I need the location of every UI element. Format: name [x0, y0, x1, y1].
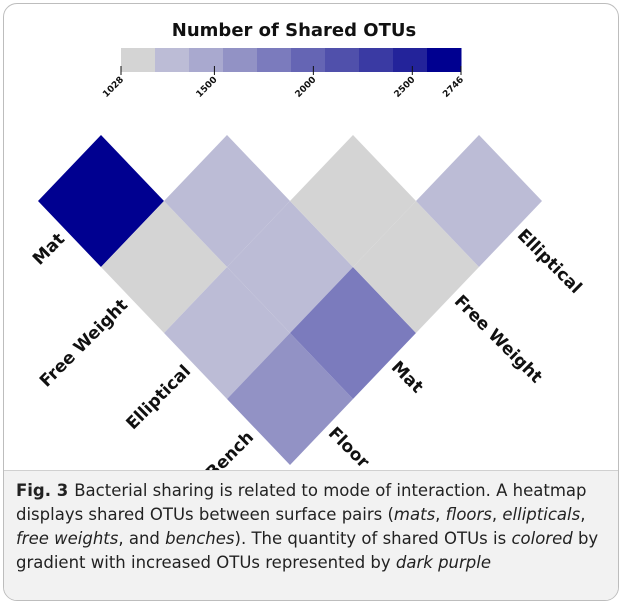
colorbar-tick-label: 2746 — [441, 75, 466, 100]
colorbar-swatch — [325, 48, 360, 72]
colorbar-swatch — [393, 48, 428, 72]
colorbar-swatch — [257, 48, 292, 72]
colorbar-swatch — [121, 48, 156, 72]
caption-text: benches — [165, 529, 235, 548]
caption-text: , — [435, 505, 446, 524]
colorbar-tick-label: 1500 — [195, 75, 220, 100]
chart: Number of Shared OTUs 1028 1500 2000 2500 27… — [29, 20, 586, 470]
row-label: Mat — [29, 229, 69, 269]
caption-text: free weights — [16, 529, 119, 548]
caption-text: colored — [511, 529, 573, 548]
colorbar-swatch — [291, 48, 326, 72]
col-label: Mat — [387, 357, 427, 397]
caption-label: Fig. 3 — [16, 481, 69, 500]
caption-text: , — [580, 505, 586, 524]
colorbar-swatch — [359, 48, 394, 72]
caption: Fig. 3 Bacterial sharing is related to mo… — [4, 470, 618, 600]
col-label: Elliptical — [513, 225, 586, 298]
colorbar-swatch — [155, 48, 190, 72]
caption-text: ). The quantity of shared OTUs is — [234, 529, 512, 548]
row-label: Bench — [202, 427, 258, 470]
colorbar-tick-label: 1028 — [101, 75, 126, 100]
colorbar-title: Number of Shared OTUs — [172, 20, 416, 41]
caption-text: by gradient with increased OTUs represen… — [16, 529, 599, 572]
caption-text: Bacterial sharing is related to mode of … — [16, 481, 587, 524]
col-label: Floor — [324, 423, 373, 470]
caption-text: dark purple — [395, 553, 491, 572]
col-label: Free Weight — [450, 291, 546, 387]
caption-text: , and — [118, 529, 166, 548]
caption-text: ellipticals — [502, 505, 581, 524]
colorbar-swatch — [427, 48, 462, 72]
heatmap-cell — [416, 135, 542, 267]
figure-frame: Number of Shared OTUs 1028 1500 2000 2500 27… — [3, 3, 619, 601]
colorbar-tick-label: 2000 — [294, 75, 319, 100]
colorbar-swatch — [189, 48, 224, 72]
row-label: Free Weight — [36, 295, 132, 391]
colorbar-tick-label: 2500 — [393, 75, 418, 100]
row-label: Elliptical — [122, 361, 195, 434]
caption-text: mats — [393, 505, 436, 524]
colorbar-swatch — [223, 48, 258, 72]
caption-text: floors — [445, 505, 492, 524]
caption-text: , — [491, 505, 503, 524]
